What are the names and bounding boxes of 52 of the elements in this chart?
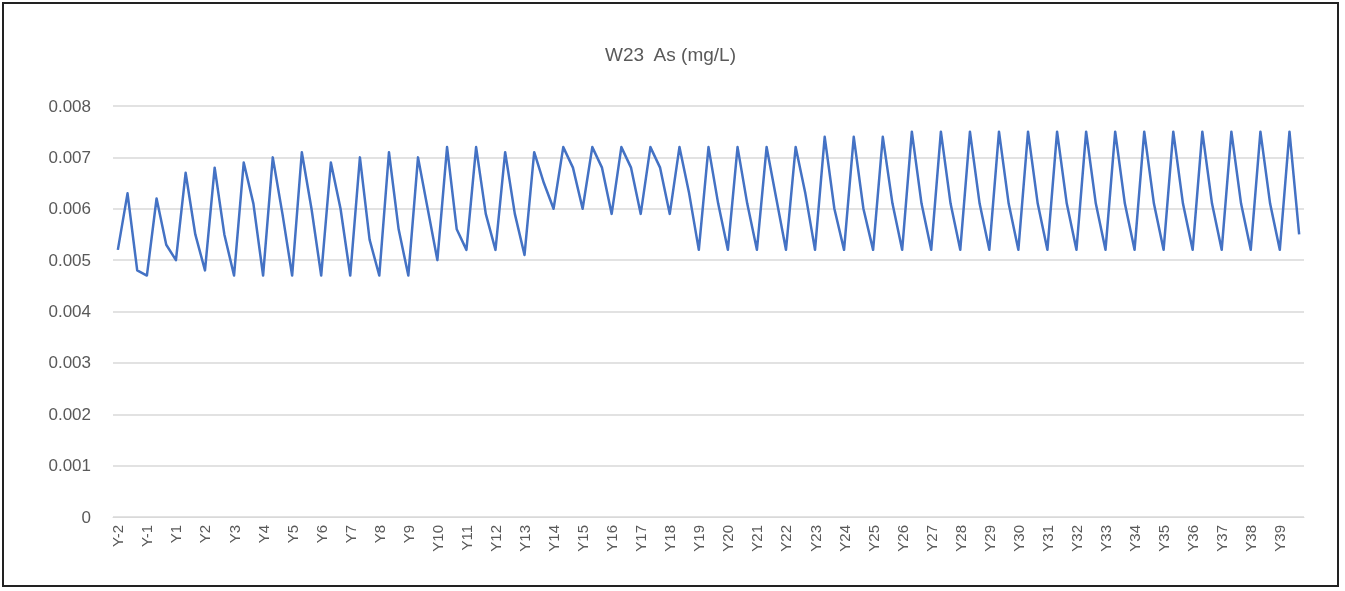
x-tick-label: Y24 bbox=[835, 525, 853, 552]
x-tick-label: Y22 bbox=[777, 525, 795, 552]
x-tick-label: Y30 bbox=[1009, 525, 1027, 552]
x-tick-label: Y9 bbox=[399, 525, 417, 544]
y-tick-label: 0.004 bbox=[48, 302, 91, 321]
x-tick-label: Y33 bbox=[1097, 525, 1114, 552]
x-tick-label: Y28 bbox=[951, 525, 969, 552]
x-tick-label: Y31 bbox=[1038, 525, 1056, 552]
x-tick-label: Y10 bbox=[428, 525, 446, 552]
x-tick-label: Y8 bbox=[370, 525, 388, 544]
x-tick-label: Y12 bbox=[486, 525, 504, 552]
y-tick-label: 0.002 bbox=[48, 404, 91, 424]
line-series bbox=[116, 130, 1301, 277]
x-tick-label: Y23 bbox=[806, 525, 824, 552]
x-tick-label: Y1 bbox=[167, 525, 185, 544]
x-tick-label: Y14 bbox=[545, 525, 563, 552]
x-tick-label: Y11 bbox=[457, 525, 475, 551]
x-tick-label: Y27 bbox=[922, 525, 940, 552]
x-tick-label: Y39 bbox=[1271, 525, 1289, 552]
x-tick-label: Y34 bbox=[1126, 525, 1144, 552]
y-tick-label: 0.006 bbox=[48, 199, 91, 219]
x-tick-label: Y17 bbox=[632, 525, 650, 552]
x-tick-label: Y20 bbox=[719, 525, 737, 552]
x-tick-label: Y25 bbox=[864, 525, 882, 552]
x-tick-label: Y29 bbox=[980, 525, 998, 552]
x-tick-label: Y32 bbox=[1067, 525, 1085, 552]
y-tick-label: 0.001 bbox=[48, 456, 91, 476]
x-tick-label: Y18 bbox=[661, 525, 679, 552]
x-tick-label: Y7 bbox=[341, 525, 359, 544]
x-tick-label: Y2 bbox=[196, 525, 214, 544]
x-tick-label: Y3 bbox=[225, 525, 243, 544]
x-tick-label: Y37 bbox=[1213, 525, 1231, 552]
x-tick-label: Y4 bbox=[254, 525, 272, 544]
y-tick-label: 0.008 bbox=[48, 96, 91, 116]
x-tick-label: Y15 bbox=[574, 525, 592, 552]
x-tick-label: Y38 bbox=[1242, 525, 1260, 552]
x-tick-label: Y-2 bbox=[109, 525, 127, 547]
y-tick-label: 0.007 bbox=[48, 147, 91, 167]
x-tick-label: Y13 bbox=[516, 525, 534, 552]
x-tick-label: Y16 bbox=[603, 525, 621, 552]
x-tick-label: Y6 bbox=[312, 525, 330, 544]
y-tick-label: 0.005 bbox=[48, 250, 91, 270]
y-tick-label: 0.003 bbox=[48, 353, 91, 373]
x-tick-label: Y21 bbox=[748, 525, 766, 552]
x-tick-label: Y5 bbox=[283, 525, 301, 544]
x-tick-label: Y36 bbox=[1184, 525, 1202, 552]
chart-title: W23 As (mg/L) bbox=[605, 44, 736, 65]
x-tick-label: Y-1 bbox=[138, 525, 156, 547]
x-tick-label: Y26 bbox=[893, 525, 911, 552]
x-tick-label: Y19 bbox=[690, 525, 708, 552]
y-tick-label: 0 bbox=[81, 507, 91, 527]
x-tick-label: Y35 bbox=[1155, 525, 1173, 552]
